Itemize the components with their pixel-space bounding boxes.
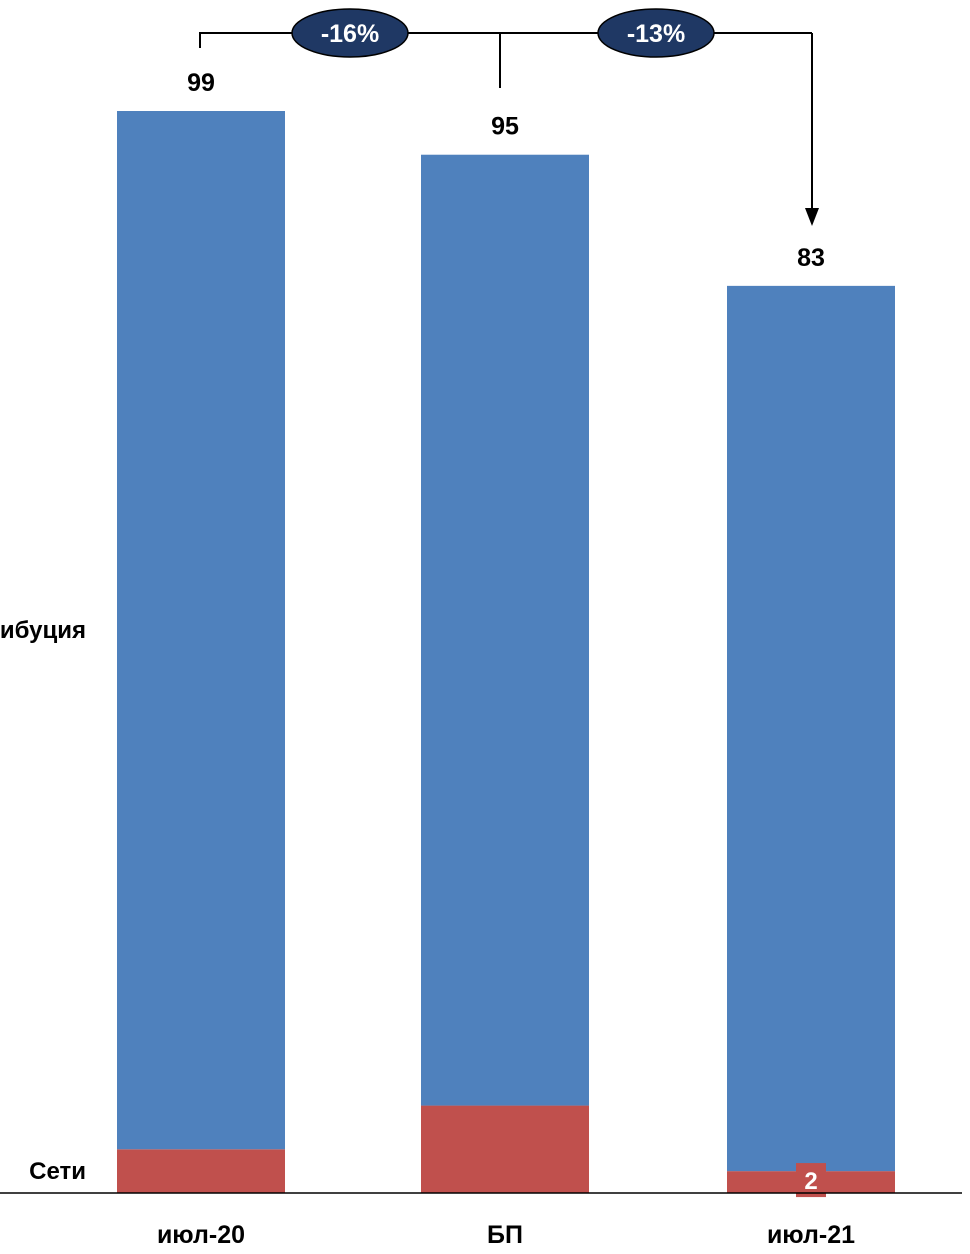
total-label: 95 — [491, 113, 519, 141]
segment-label-box — [796, 1163, 826, 1198]
total-labels-group: 99 95 83 — [187, 69, 825, 272]
change-badge-label: -16% — [321, 20, 379, 48]
x-tick-labels-group: июл-20 БП июл-21 — [157, 1221, 855, 1249]
total-label: 99 — [187, 69, 215, 97]
legend-label-дистрибуция: Дистрибуция — [0, 617, 86, 644]
bar-сети-бп — [421, 1105, 589, 1193]
bars-group: 2 — [117, 111, 895, 1198]
bar-сети-июл-20 — [117, 1149, 285, 1193]
bar-дистрибуция-июл-21 — [727, 285, 895, 1172]
change-badge — [597, 8, 715, 58]
change-badge — [291, 8, 409, 58]
bar-дистрибуция-июл-20 — [117, 111, 285, 1150]
total-label: 83 — [797, 244, 825, 272]
x-tick-label: июл-21 — [767, 1221, 855, 1249]
change-annotations-group: -16% -13% — [199, 8, 819, 226]
x-tick-label: июл-20 — [157, 1221, 245, 1249]
legend-group: Сети Дистрибуция — [0, 617, 86, 1185]
x-tick-label: БП — [487, 1221, 523, 1249]
arrow-head-icon — [805, 208, 819, 226]
legend-label-сети: Сети — [29, 1158, 86, 1185]
bar-дистрибуция-бп — [421, 154, 589, 1106]
change-badge-label: -13% — [627, 20, 685, 48]
segment-label: 2 — [804, 1168, 817, 1195]
